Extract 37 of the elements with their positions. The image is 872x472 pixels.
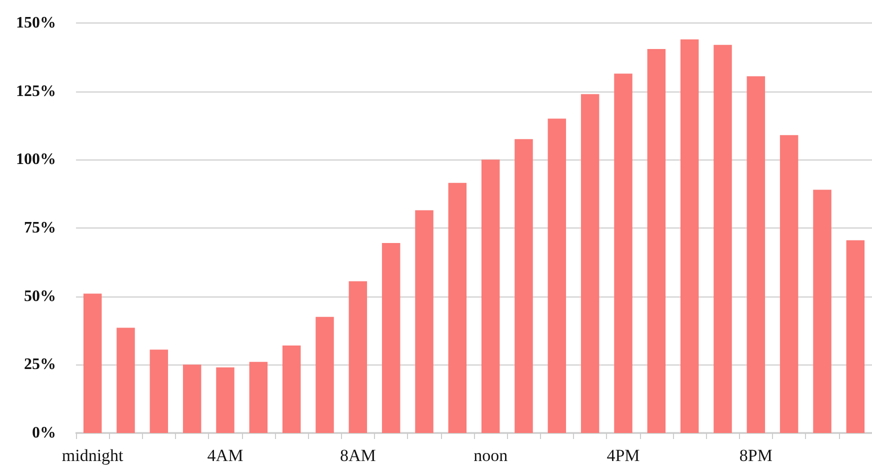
- y-tick-label: 50%: [24, 288, 56, 305]
- y-tick-label: 150%: [16, 14, 56, 32]
- bar: [680, 39, 699, 433]
- bar: [514, 139, 533, 433]
- x-tick-label: 8AM: [340, 446, 376, 465]
- bar: [382, 243, 400, 433]
- bar: [116, 328, 135, 433]
- bar: [83, 294, 102, 433]
- bar: [415, 210, 434, 433]
- bar: [746, 76, 766, 433]
- bar: [813, 190, 832, 433]
- x-tick-label: 8PM: [739, 446, 772, 465]
- bar: [316, 316, 334, 433]
- bar: [481, 160, 500, 433]
- x-tick-label: midnight: [62, 446, 124, 465]
- bar: [282, 346, 301, 433]
- bar: [348, 281, 368, 433]
- y-tick-label: 125%: [16, 82, 56, 100]
- bar: [647, 48, 666, 433]
- bar: [249, 362, 268, 433]
- x-tick-label: 4PM: [606, 446, 640, 465]
- bar: [780, 135, 798, 433]
- bar: [548, 118, 566, 433]
- bar: [614, 74, 632, 433]
- y-tick-label: 25%: [24, 356, 56, 374]
- bar: [448, 182, 467, 433]
- x-tick-label: 4AM: [207, 446, 244, 465]
- bar: [216, 367, 234, 433]
- bar: [150, 350, 168, 433]
- x-tick-label: noon: [474, 446, 508, 465]
- bar: [714, 44, 732, 433]
- y-tick-label: 75%: [24, 220, 56, 236]
- bar: [182, 364, 202, 433]
- bar: [846, 240, 865, 433]
- bar: [580, 94, 600, 433]
- y-tick-label: 100%: [16, 151, 56, 168]
- y-tick-label: 0%: [32, 424, 56, 442]
